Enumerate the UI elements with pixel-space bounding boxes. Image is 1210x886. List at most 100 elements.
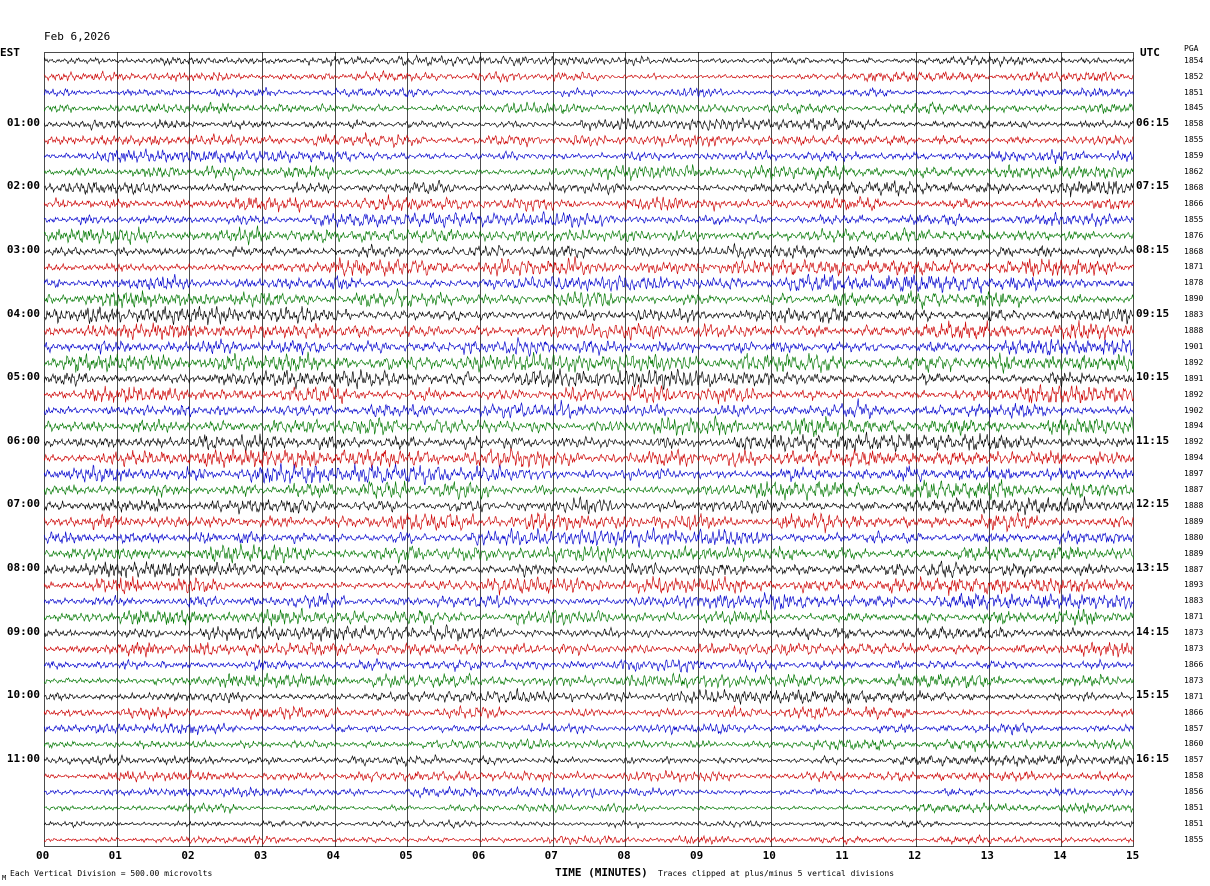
right-time-label: 12:15 [1136, 497, 1170, 511]
x-tick-label: 13 [980, 849, 994, 862]
right-time-label: 10:15 [1136, 370, 1170, 384]
peak-value: 1889 [1184, 548, 1204, 558]
right-time-label: 16:15 [1136, 751, 1170, 765]
peak-value: 1857 [1184, 755, 1204, 765]
left-time-label: 10:00 [6, 688, 40, 702]
peak-value: 1893 [1184, 580, 1204, 590]
peak-value: 1892 [1184, 357, 1204, 367]
peak-value: 1894 [1184, 421, 1204, 431]
right-time-label: 07:15 [1136, 179, 1170, 193]
trace-line [44, 722, 1134, 736]
trace-line [44, 495, 1134, 516]
trace-line [44, 368, 1134, 391]
peak-value: 1894 [1184, 453, 1204, 463]
peak-value: 1871 [1184, 691, 1204, 701]
trace-line [44, 802, 1134, 815]
trace-line [44, 592, 1134, 611]
right-time-label: 06:15 [1136, 115, 1170, 129]
x-tick-label: 02 [181, 849, 195, 862]
trace-line [44, 225, 1134, 246]
trace-line [44, 101, 1134, 116]
trace-line [44, 132, 1134, 149]
trace-line [44, 769, 1134, 783]
peak-value: 1902 [1184, 405, 1204, 415]
right-time-label: 13:15 [1136, 560, 1170, 574]
peak-value: 1873 [1184, 628, 1204, 638]
trace-line [44, 623, 1134, 642]
right-time-label: 09:15 [1136, 306, 1170, 320]
left-time-label: 03:00 [6, 242, 40, 256]
trace-line [44, 179, 1134, 198]
left-time-label: 01:00 [6, 115, 40, 129]
trace-line [44, 834, 1134, 846]
peak-value: 1854 [1184, 55, 1204, 65]
peak-value: 1866 [1184, 707, 1204, 717]
x-tick-label: 07 [544, 849, 558, 862]
trace-line [44, 398, 1134, 420]
x-axis-title: TIME (MINUTES) [555, 866, 648, 879]
x-axis-ticks: 00 01 02 03 04 05 06 07 08 09 10 11 12 13 14 15 [0, 849, 1210, 863]
right-time-label: 15:15 [1136, 688, 1170, 702]
x-tick-label: 11 [835, 849, 849, 862]
left-time-label: 05:00 [6, 370, 40, 384]
helicorder-plot [44, 52, 1134, 847]
x-tick-label: 01 [108, 849, 122, 862]
trace-line [44, 479, 1134, 501]
trace-line [44, 256, 1134, 277]
header-date: Feb 6,2026 [44, 30, 111, 43]
x-tick-label: 06 [472, 849, 486, 862]
peak-value: 1878 [1184, 278, 1204, 288]
trace-line [44, 242, 1134, 260]
trace-line [44, 288, 1134, 310]
peak-value: 1889 [1184, 516, 1204, 526]
peak-value: 1892 [1184, 389, 1204, 399]
peak-value: 1855 [1184, 135, 1204, 145]
right-axis-label: UTC [1140, 46, 1160, 59]
trace-line [44, 641, 1134, 658]
x-tick-label: 05 [399, 849, 413, 862]
peak-value: 1873 [1184, 644, 1204, 654]
trace-line [44, 306, 1134, 326]
trace-line [44, 447, 1134, 469]
peak-value: 1858 [1184, 771, 1204, 781]
trace-line [44, 785, 1134, 799]
peak-value: 1857 [1184, 723, 1204, 733]
scale-note: Each Vertical Division = 500.00 microvol… [10, 869, 213, 878]
peak-value: 1887 [1184, 485, 1204, 495]
peak-value: 1890 [1184, 294, 1204, 304]
trace-line [44, 657, 1134, 673]
trace-line [44, 117, 1134, 132]
peak-value: 1851 [1184, 87, 1204, 97]
left-time-label: 09:00 [6, 624, 40, 638]
left-time-label: 07:00 [6, 497, 40, 511]
peak-value: 1888 [1184, 326, 1204, 336]
trace-line [44, 148, 1134, 165]
peak-value: 1862 [1184, 167, 1204, 177]
peak-value: 1871 [1184, 612, 1204, 622]
trace-line [44, 818, 1134, 830]
right-time-label: 14:15 [1136, 624, 1170, 638]
trace-line [44, 431, 1134, 453]
right-time-label: 08:15 [1136, 242, 1170, 256]
trace-line [44, 527, 1134, 548]
peak-value: 1880 [1184, 532, 1204, 542]
peak-value: 1868 [1184, 246, 1204, 256]
peak-value: 1868 [1184, 182, 1204, 192]
trace-line [44, 86, 1134, 99]
trace-line [44, 351, 1134, 374]
peak-value: 1860 [1184, 739, 1204, 749]
x-tick-label: 12 [908, 849, 922, 862]
trace-line [44, 383, 1134, 405]
trace-line [44, 753, 1134, 768]
x-tick-label: 10 [762, 849, 776, 862]
peak-value: 1891 [1184, 373, 1204, 383]
peak-value: 1852 [1184, 71, 1204, 81]
trace-line [44, 273, 1134, 294]
left-time-label: 06:00 [6, 433, 40, 447]
peak-value: 1859 [1184, 151, 1204, 161]
trace-line [44, 69, 1134, 84]
trace-line [44, 337, 1134, 358]
trace-line [44, 415, 1134, 438]
left-time-label: 11:00 [6, 751, 40, 765]
